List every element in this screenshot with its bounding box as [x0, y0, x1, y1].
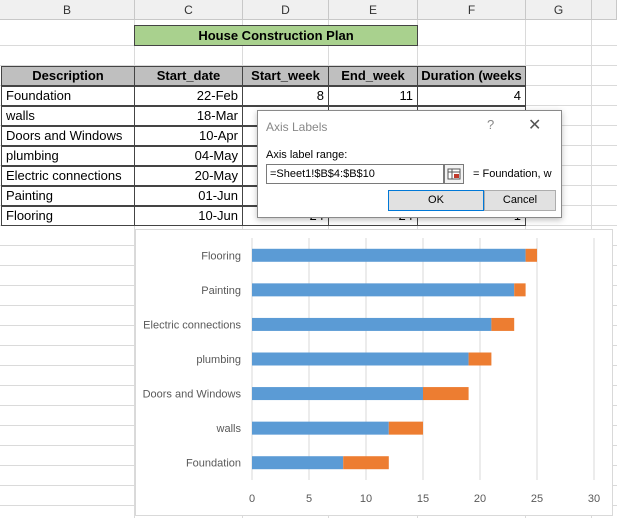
category-label: Flooring: [201, 250, 241, 262]
table-header-cell[interactable]: Duration (weeks: [417, 66, 526, 86]
start-week-bar: [252, 421, 389, 435]
start-week-bar: [252, 352, 469, 366]
range-preview-text: = Foundation, w: [473, 168, 552, 180]
x-tick-label: 10: [360, 493, 372, 505]
table-header-cell[interactable]: Description: [1, 66, 135, 86]
duration-bar: [388, 421, 423, 435]
start-week-bar: [252, 248, 526, 262]
close-icon[interactable]: ✕: [528, 117, 542, 134]
table-cell[interactable]: plumbing: [1, 146, 135, 166]
dialog-title: Axis Labels: [266, 120, 328, 134]
table-cell[interactable]: 10-Jun: [134, 206, 243, 226]
column-header-blank: [592, 0, 617, 20]
column-header-f[interactable]: F: [418, 0, 526, 20]
ok-button[interactable]: OK: [388, 190, 484, 211]
collapse-dialog-icon[interactable]: [444, 164, 464, 184]
table-header-cell[interactable]: End_week: [328, 66, 418, 86]
category-label: walls: [216, 423, 242, 435]
column-header-b[interactable]: B: [0, 0, 135, 20]
help-icon[interactable]: ?: [487, 117, 495, 132]
column-header-d[interactable]: D: [243, 0, 329, 20]
start-week-bar: [252, 387, 423, 401]
table-cell[interactable]: 10-Apr: [134, 126, 243, 146]
table-cell[interactable]: 11: [328, 86, 418, 106]
x-tick-label: 0: [249, 493, 255, 505]
table-cell[interactable]: Electric connections: [1, 166, 135, 186]
gantt-chart[interactable]: 0 5 10 15 20 25 30 Foundation walls Doors and Win…: [135, 229, 613, 516]
category-label: Painting: [201, 285, 241, 297]
start-week-bar: [252, 317, 492, 331]
table-cell[interactable]: Doors and Windows: [1, 126, 135, 146]
table-cell[interactable]: 4: [417, 86, 526, 106]
table-cell[interactable]: 18-Mar: [134, 106, 243, 126]
table-cell[interactable]: Painting: [1, 186, 135, 206]
table-cell[interactable]: Foundation: [1, 86, 135, 106]
table-cell[interactable]: 22-Feb: [134, 86, 243, 106]
chart-canvas: 0 5 10 15 20 25 30 Foundation walls Doors and Win…: [143, 238, 600, 505]
table-cell[interactable]: walls: [1, 106, 135, 126]
column-header-g[interactable]: G: [526, 0, 592, 20]
gridline: [0, 65, 617, 66]
x-tick-label: 30: [588, 493, 600, 505]
cancel-button[interactable]: Cancel: [484, 190, 556, 211]
category-label: Electric connections: [143, 319, 241, 331]
table-header-cell[interactable]: Start_date: [134, 66, 243, 86]
duration-bar: [514, 283, 526, 297]
table-cell[interactable]: 01-Jun: [134, 186, 243, 206]
x-tick-label: 25: [531, 493, 543, 505]
table-cell[interactable]: 20-May: [134, 166, 243, 186]
table-cell[interactable]: 8: [242, 86, 329, 106]
axis-labels-dialog: Axis Labels ? ✕ Axis label range: = Foun…: [257, 110, 562, 218]
axis-label-range-input[interactable]: [266, 164, 444, 184]
gridline: [134, 20, 135, 518]
duration-bar: [525, 248, 537, 262]
category-label: Doors and Windows: [143, 389, 242, 401]
table-cell[interactable]: Flooring: [1, 206, 135, 226]
start-week-bar: [252, 283, 515, 297]
duration-bar: [343, 456, 389, 470]
x-tick-label: 5: [306, 493, 312, 505]
column-header-e[interactable]: E: [329, 0, 418, 20]
duration-bar: [491, 317, 515, 331]
x-tick-label: 20: [474, 493, 486, 505]
duration-bar: [468, 352, 492, 366]
table-header-cell[interactable]: Start_week: [242, 66, 329, 86]
category-label: Foundation: [186, 458, 241, 470]
sheet-title[interactable]: House Construction Plan: [134, 25, 418, 46]
column-header-c[interactable]: C: [135, 0, 243, 20]
start-week-bar: [252, 456, 344, 470]
table-cell[interactable]: 04-May: [134, 146, 243, 166]
duration-bar: [423, 387, 469, 401]
x-tick-label: 15: [417, 493, 429, 505]
category-label: plumbing: [196, 354, 241, 366]
axis-label-range-label: Axis label range:: [266, 149, 348, 161]
